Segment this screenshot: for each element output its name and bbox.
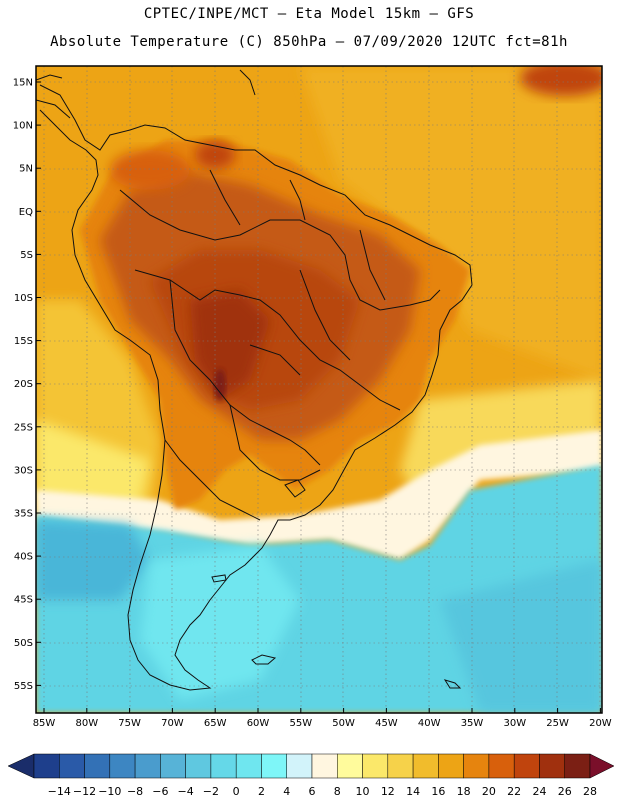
lon-label-30W: 30W [503,718,526,729]
lat-label-25S: 25S [14,422,33,433]
colorbar-label: 28 [583,785,597,798]
colorbar-label: 20 [482,785,496,798]
lon-label-60W: 60W [247,718,270,729]
colorbar-swatch [210,753,237,779]
colorbar-swatch [539,753,565,779]
lon-label-75W: 75W [118,718,141,729]
latitude-labels: 15N 10N 5N EQ 5S 10S 15S 20S 25S 30S 35S 40S 45S 50S 5… [13,78,41,692]
lat-label-50S: 50S [14,638,33,649]
colorbar-label: 22 [507,785,521,798]
colorbar-swatch [59,753,85,779]
colorbar-swatch [33,753,60,779]
colorbar-swatch [564,753,591,779]
colorbar-swatch [286,753,313,779]
colorbar-swatch [134,753,161,779]
colorbar-swatch [463,753,490,779]
longitude-labels: 85W 80W 75W 70W 65W 60W 55W 50W 45W 40W 35W 30W 25W 2… [33,708,612,729]
colorbar-swatch [160,753,186,779]
lon-label-80W: 80W [75,718,98,729]
colorbar-label: 6 [309,785,316,798]
lat-label-EQ: EQ [19,207,33,218]
lon-label-70W: 70W [161,718,184,729]
colorbar-swatch [185,753,212,779]
colorbar-label: −10 [98,785,121,798]
colorbar-label: 12 [381,785,395,798]
lon-label-45W: 45W [375,718,398,729]
map-title: CPTEC/INPE/MCT – Eta Model 15km – GFS [143,6,475,22]
colorbar-swatch [84,753,111,779]
lat-label-55S: 55S [14,681,33,692]
colorbar-label: 24 [532,785,546,798]
colorbar-swatch [337,753,363,779]
lat-label-35S: 35S [14,509,33,520]
map-frame [35,65,603,714]
lon-label-35W: 35W [461,718,484,729]
lat-label-10N: 10N [13,121,33,132]
colorbar-label: −12 [73,785,96,798]
colorbar-under-arrow [7,753,35,779]
lon-label-50W: 50W [332,718,355,729]
colorbar-label: −6 [152,785,168,798]
colorbar-label: 16 [431,785,445,798]
colorbar-label: −4 [178,785,194,798]
colorbar-swatch [513,753,540,779]
lon-label-40W: 40W [418,718,441,729]
map-subtitle: Absolute Temperature (C) 850hPa – 07/09/… [50,34,568,50]
colorbar-label: −14 [48,785,71,798]
temperature-field [36,66,602,713]
colorbar-label: 4 [283,785,290,798]
colorbar-label: 2 [258,785,265,798]
lat-label-15S: 15S [14,336,33,347]
colorbar-swatch [412,753,439,779]
colorbar-label: 14 [406,785,420,798]
colorbar: −14 −12 −10 −8 −6 −4 −2 0 2 4 6 8 10 12 14 16 18 20 22 24 26… [7,753,615,798]
colorbar-swatch [438,753,464,779]
colorbar-label: 10 [356,785,370,798]
lat-label-30S: 30S [14,465,33,476]
colorbar-over-arrow [589,753,615,779]
lon-label-55W: 55W [289,718,312,729]
lat-label-40S: 40S [14,552,33,563]
lon-label-85W: 85W [33,718,56,729]
colorbar-swatch [362,753,389,779]
colorbar-swatch [109,753,136,779]
colorbar-label: 8 [334,785,341,798]
lat-label-20S: 20S [14,379,33,390]
colorbar-swatch [387,753,414,779]
colorbar-label: −8 [127,785,143,798]
lat-label-5S: 5S [20,250,33,261]
colorbar-label: 18 [457,785,471,798]
lat-label-15N: 15N [13,78,33,89]
colorbar-swatch [488,753,515,779]
lon-label-65W: 65W [204,718,227,729]
colorbar-swatch [311,753,338,779]
lon-label-25W: 25W [546,718,569,729]
lat-label-5N: 5N [19,164,33,175]
colorbar-label: 26 [558,785,572,798]
colorbar-swatch [261,753,287,779]
lat-label-45S: 45S [14,595,33,606]
colorbar-label: −2 [203,785,219,798]
colorbar-swatch [235,753,262,779]
lon-label-20W: 20W [589,718,612,729]
lat-label-10S: 10S [14,293,33,304]
colorbar-label: 0 [233,785,240,798]
coastlines [36,69,473,691]
